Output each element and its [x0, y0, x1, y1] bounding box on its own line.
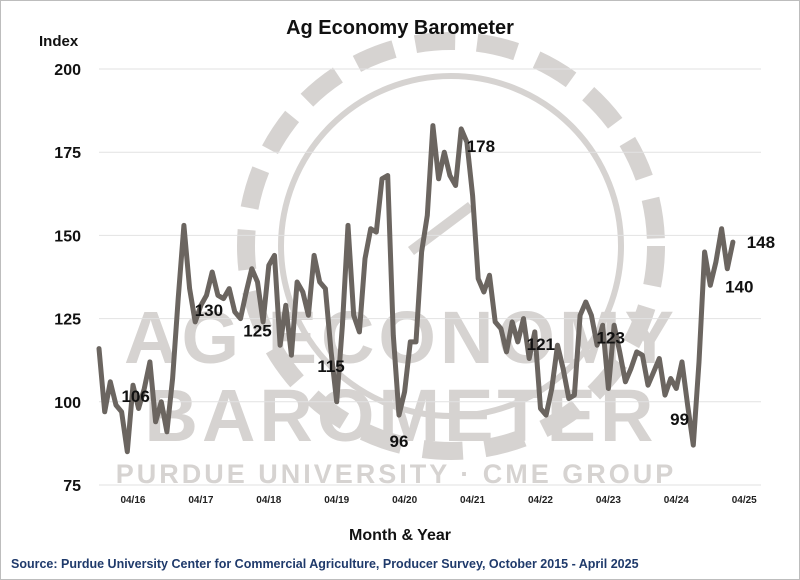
watermark-gauge-inner: [278, 73, 624, 419]
y-tick-label: 150: [54, 228, 81, 245]
watermark-gauge-ring: [237, 32, 665, 460]
watermark-line-3: PURDUE UNIVERSITY · CME GROUP: [116, 459, 677, 489]
x-tick-label: 04/22: [528, 495, 553, 506]
watermark-needle: [408, 202, 474, 255]
data-label: 96: [390, 432, 409, 451]
x-tick-label: 04/18: [256, 495, 281, 506]
source-note: Source: Purdue University Center for Com…: [11, 557, 639, 571]
x-tick-label: 04/23: [596, 495, 621, 506]
y-tick-label: 175: [54, 145, 81, 162]
x-tick-label: 04/17: [188, 495, 213, 506]
data-label: 140: [725, 278, 753, 297]
data-label: 99: [670, 410, 689, 429]
data-label: 123: [597, 328, 625, 347]
y-tick-label: 100: [54, 395, 81, 412]
data-label: 130: [195, 301, 223, 320]
x-tick-label: 04/16: [120, 495, 145, 506]
data-label: 178: [467, 137, 495, 156]
data-label: 121: [527, 335, 555, 354]
x-tick-label: 04/20: [392, 495, 417, 506]
x-tick-label: 04/21: [460, 495, 485, 506]
x-axis-label: Month & Year: [349, 527, 451, 544]
y-tick-label: 125: [54, 312, 81, 329]
data-label: 106: [121, 387, 149, 406]
data-label: 125: [243, 322, 271, 341]
x-tick-label: 04/24: [664, 495, 689, 506]
y-tick-label: 200: [54, 62, 81, 79]
data-label: 148: [747, 233, 775, 252]
data-label: 115: [317, 357, 344, 376]
x-tick-label: 04/19: [324, 495, 349, 506]
y-tick-label: 75: [63, 478, 81, 495]
x-tick-label: 04/25: [732, 495, 757, 506]
chart-title: Ag Economy Barometer: [286, 17, 514, 39]
series-line: [96, 123, 736, 455]
y-axis-label: Index: [39, 33, 79, 50]
